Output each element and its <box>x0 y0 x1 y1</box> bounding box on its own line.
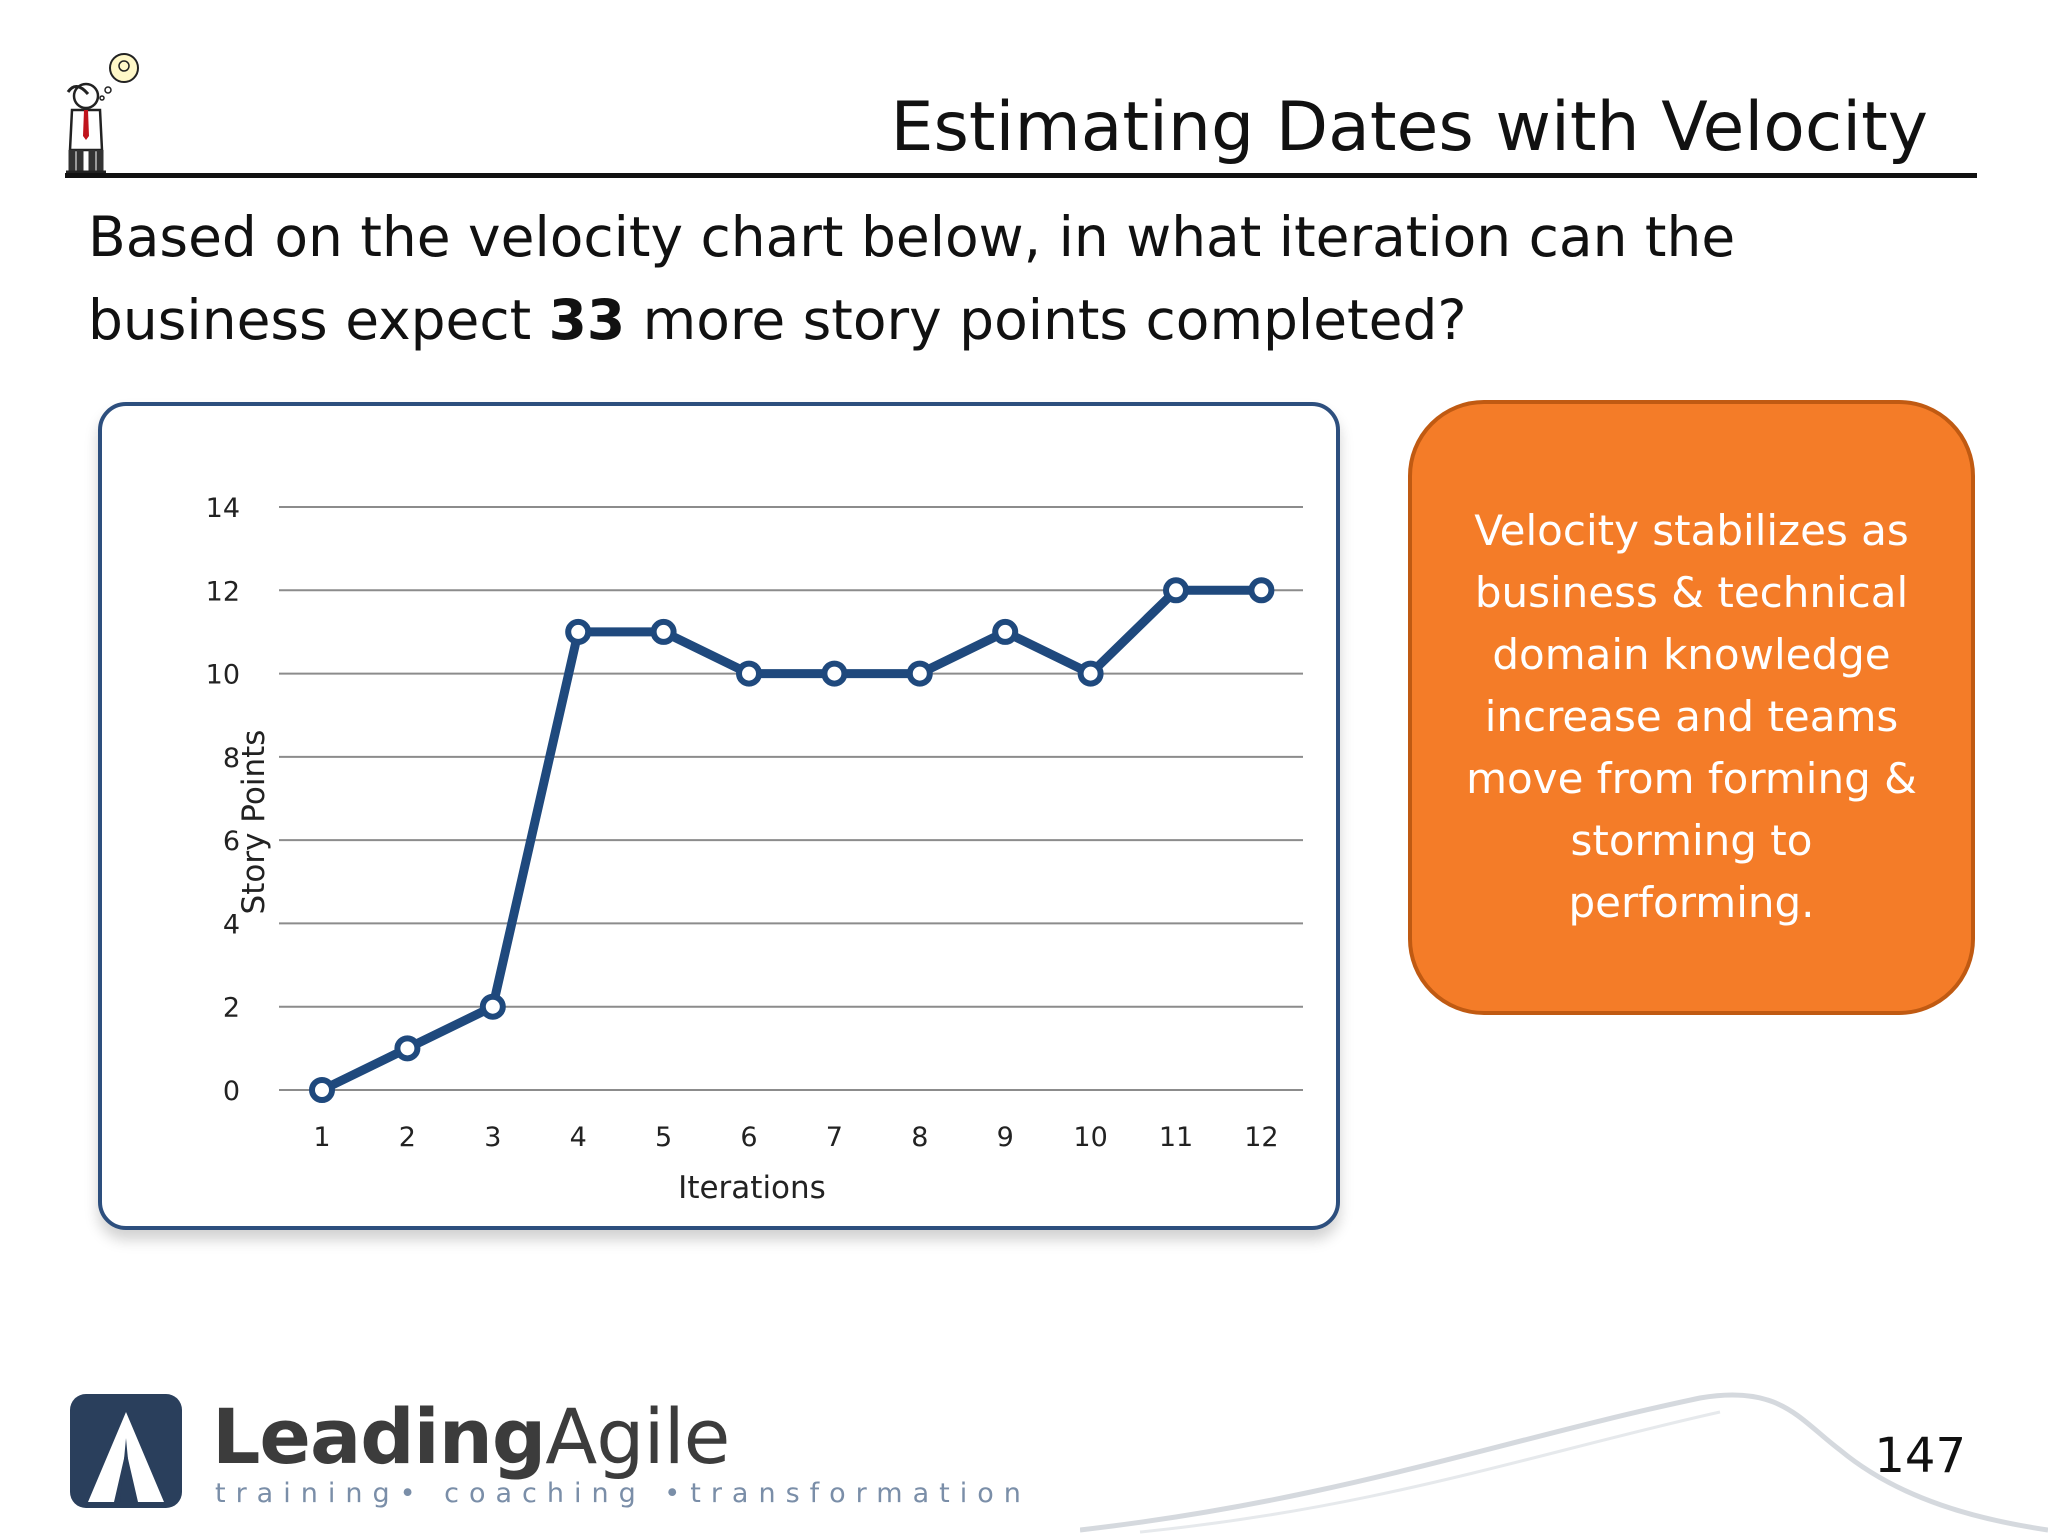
y-tick-label: 8 <box>223 743 240 774</box>
y-tick-label: 0 <box>223 1076 240 1107</box>
brand-name-regular: Agile <box>545 1392 730 1481</box>
question-highlight-number: 33 <box>548 288 626 352</box>
data-point <box>821 660 848 687</box>
question-text-start: Based on the velocity chart below, in wh… <box>88 205 1736 352</box>
x-tick-label: 9 <box>997 1122 1014 1153</box>
y-tick-label: 14 <box>206 493 240 524</box>
brand-name-bold: Leading <box>212 1392 546 1481</box>
x-tick-label: 8 <box>911 1122 928 1153</box>
x-tick-label: 12 <box>1244 1122 1278 1153</box>
chart-points <box>309 577 1275 1103</box>
page-number: 147 <box>1874 1428 1966 1484</box>
y-axis-tick-labels: 0 2 4 6 8 10 12 14 <box>206 493 240 1107</box>
decorative-swoosh <box>1080 1392 2048 1534</box>
data-point <box>479 993 506 1020</box>
x-tick-label: 10 <box>1073 1122 1107 1153</box>
x-tick-label: 2 <box>399 1122 416 1153</box>
thinking-person-icon <box>66 53 139 174</box>
x-tick-label: 4 <box>570 1122 587 1153</box>
data-point <box>1163 577 1189 604</box>
leadingagile-logo-icon <box>70 1394 182 1508</box>
x-axis-tick-labels: 1 2 3 4 5 6 7 8 9 10 11 12 <box>313 1122 1278 1153</box>
y-tick-label: 6 <box>223 826 240 857</box>
series-line-0 <box>317 585 1266 1095</box>
y-tick-label: 12 <box>206 576 240 607</box>
y-tick-label: 4 <box>223 909 240 940</box>
x-tick-label: 6 <box>740 1122 757 1153</box>
y-tick-label: 10 <box>206 660 240 691</box>
slide-title: Estimating Dates with Velocity <box>890 88 1929 167</box>
data-point <box>736 660 762 687</box>
x-axis-title: Iterations <box>678 1170 826 1206</box>
velocity-callout-box: Velocity stabilizes as business & techni… <box>1408 400 1975 1015</box>
chart-series <box>317 585 1266 1095</box>
brand-tagline: training• coaching •transformation <box>215 1478 1031 1509</box>
x-tick-label: 11 <box>1159 1122 1193 1153</box>
title-divider <box>65 173 1977 178</box>
data-point <box>1248 577 1275 604</box>
question-text-end: more story points completed? <box>625 288 1467 352</box>
x-tick-label: 7 <box>826 1122 843 1153</box>
velocity-chart-panel: 0 2 4 6 8 10 12 14 1 2 3 4 5 6 7 8 9 10 11 12 Iterations S… <box>98 402 1340 1230</box>
question-text: Based on the velocity chart below, in wh… <box>88 196 1888 362</box>
chart-gridlines <box>279 506 1303 1091</box>
data-point <box>1077 660 1104 687</box>
x-tick-label: 1 <box>313 1122 330 1153</box>
brand-name: LeadingAgile <box>212 1392 730 1481</box>
y-axis-title: Story Points <box>236 730 272 915</box>
data-point <box>394 1035 421 1062</box>
data-point <box>650 618 677 645</box>
data-point <box>565 618 592 645</box>
y-tick-label: 2 <box>223 993 240 1024</box>
data-point <box>906 660 933 687</box>
x-tick-label: 3 <box>484 1122 501 1153</box>
data-point <box>309 1077 335 1103</box>
data-point <box>992 618 1019 645</box>
x-tick-label: 5 <box>655 1122 672 1153</box>
callout-text: Velocity stabilizes as business & techni… <box>1466 506 1917 927</box>
